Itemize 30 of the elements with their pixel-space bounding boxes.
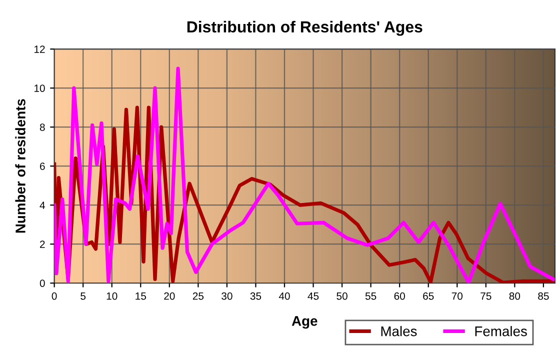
legend-label: Males xyxy=(381,326,417,336)
x-tick-label: 30 xyxy=(222,292,232,300)
x-tick-label: 70 xyxy=(452,292,463,300)
y-tick-label: 10 xyxy=(34,84,45,92)
y-tick-label: 8 xyxy=(40,124,45,131)
x-tick-label: 55 xyxy=(365,292,376,300)
x-tick-label: 0 xyxy=(52,292,57,300)
x-tick-label: 15 xyxy=(136,292,146,300)
x-tick-label: 75 xyxy=(480,292,492,300)
x-axis-title: Age xyxy=(292,316,318,329)
x-tick-label: 5 xyxy=(80,292,86,300)
x-tick-label: 10 xyxy=(106,292,118,300)
x-tick-label: 35 xyxy=(250,292,262,300)
x-tick-label: 40 xyxy=(278,292,290,300)
x-tick-label: 50 xyxy=(336,292,348,300)
x-tick-label: 45 xyxy=(308,292,319,300)
chart-title: Distribution of Residents' Ages xyxy=(187,20,422,36)
x-tick-label: 85 xyxy=(538,292,549,300)
y-tick-label: 6 xyxy=(40,162,45,170)
x-tick-label: 65 xyxy=(423,292,434,300)
x-tick-label: 25 xyxy=(192,292,204,300)
y-tick-label: 4 xyxy=(40,202,45,209)
y-tick-label: 12 xyxy=(34,46,45,53)
y-tick-label: 0 xyxy=(40,280,45,287)
x-tick-label: 20 xyxy=(164,292,175,300)
legend-label: Females xyxy=(475,326,527,336)
y-axis-title: Number of residents xyxy=(15,99,26,233)
x-tick-label: 80 xyxy=(509,292,520,300)
y-tick-label: 2 xyxy=(40,240,45,248)
x-tick-label: 60 xyxy=(394,292,405,300)
